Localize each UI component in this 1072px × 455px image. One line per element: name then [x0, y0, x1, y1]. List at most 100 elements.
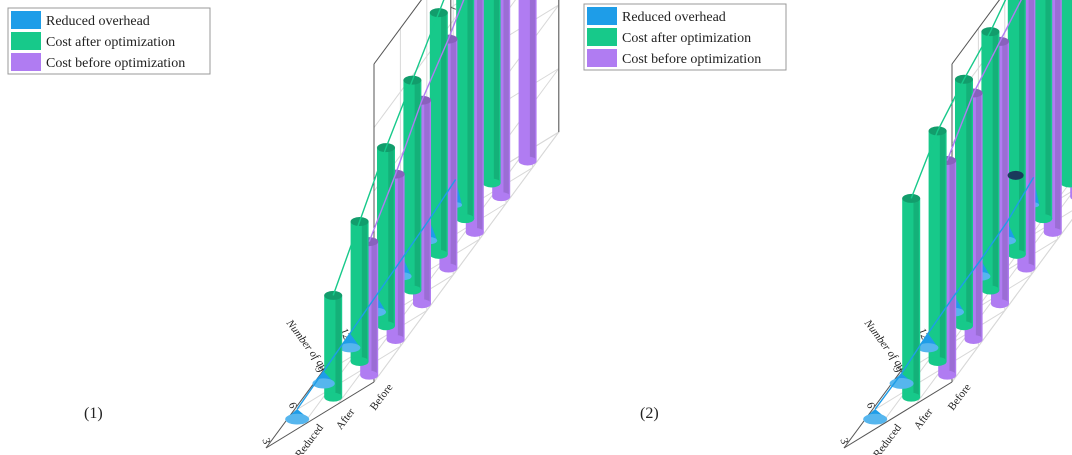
bar-bottom [518, 156, 537, 166]
legend-swatch-reduced [11, 11, 41, 29]
bar-bottom [465, 227, 484, 237]
series-line-before [368, 0, 465, 242]
bar-body [1060, 0, 1072, 183]
bar-shade [503, 0, 509, 197]
legend-swatch-after [11, 32, 41, 50]
cone-base [863, 413, 888, 425]
bar-after-9 [377, 143, 395, 331]
legend-swatch-reduced [587, 7, 617, 25]
cone-reduced-9 [917, 333, 939, 353]
bar-shade [966, 79, 972, 326]
bar-bottom [991, 299, 1009, 309]
bar-bottom [1034, 214, 1053, 224]
bar-after-6 [928, 126, 947, 366]
axis-edge [265, 381, 375, 449]
bar-bottom [439, 263, 458, 273]
bar-bottom [492, 192, 511, 202]
cone-base [889, 378, 914, 389]
bar-shade [335, 295, 341, 398]
bar-bottom [360, 370, 379, 380]
bar-bottom [1017, 263, 1036, 273]
bar-shade [424, 100, 430, 304]
cone-base [339, 343, 361, 353]
bar-bottom [456, 214, 475, 224]
x-tick-label: 9 [312, 365, 325, 375]
grid-line-floor [292, 345, 401, 413]
bar-after-3 [902, 193, 921, 402]
legend-swatch-before [587, 49, 617, 67]
cone-reduced-9 [339, 333, 361, 353]
bar-shade [992, 31, 999, 291]
panel-label: (2) [640, 405, 659, 422]
bar-shade [1002, 41, 1008, 304]
chart-panel-2: 0.00.10.20.30.40.50.60.70.8Overhead36912… [583, 0, 1072, 455]
grid-line-floor [951, 218, 1072, 383]
bar-shade [529, 0, 536, 161]
legend-entry: Cost after optimization [622, 31, 751, 46]
cone-reduced-3 [863, 409, 888, 425]
x-tick-label: 3 [837, 436, 850, 446]
bar-after-18 [1034, 0, 1053, 224]
bar-bottom [955, 321, 973, 331]
bar-shade [397, 174, 404, 340]
series-line-after [332, 0, 445, 296]
chart-panel-1: 0.00.10.20.30.40.5Overhead36912151821Num… [7, 0, 560, 455]
category-label: After [334, 406, 358, 432]
bar-bottom [1043, 227, 1062, 237]
cone-base [285, 413, 310, 425]
category-label: Reduced [293, 422, 326, 455]
bar-after-18 [456, 0, 475, 224]
bar-bottom [1060, 178, 1072, 188]
bar-shade [361, 221, 368, 362]
legend-entry: Cost before optimization [622, 52, 761, 67]
bar-before-21 [518, 0, 537, 166]
bar-bottom [350, 356, 369, 366]
category-label: After [912, 406, 936, 432]
bar-shade [371, 241, 377, 376]
bar-after-15 [1007, 0, 1026, 259]
legend-swatch-after [587, 28, 617, 46]
cone-base [917, 343, 939, 353]
bar-shade [414, 80, 421, 291]
bar-shade [467, 0, 473, 219]
panel-label: (1) [84, 405, 103, 422]
bar-bottom [928, 356, 947, 366]
bar-shade [1028, 0, 1035, 269]
x-tick-label: 6 [286, 401, 299, 411]
cone-reduced-3 [285, 409, 310, 425]
bar-bottom [386, 334, 405, 344]
category-label: Before [368, 382, 396, 413]
series-line-before [946, 0, 1022, 161]
bar-bottom [324, 392, 343, 402]
legend-box [7, 7, 211, 75]
legend-entry: Reduced overhead [622, 10, 726, 25]
bar-shade [975, 93, 982, 340]
category-label: Before [946, 382, 974, 413]
bar-shade [1055, 0, 1061, 233]
grid-line-floor [870, 345, 979, 413]
bar-shade [388, 147, 394, 326]
series-line-reduced [874, 176, 1035, 410]
bar-shade [1019, 0, 1025, 255]
bar-bottom [429, 249, 448, 259]
bar-bottom [964, 334, 983, 344]
bar-shade [493, 0, 500, 183]
legend-entry: Reduced overhead [46, 14, 150, 29]
bar-bottom [902, 392, 921, 402]
x-tick-label: 6 [864, 401, 877, 411]
legend-swatch-before [11, 53, 41, 71]
cone-cap-dark [1007, 170, 1024, 180]
z-tick-mark [450, 6, 456, 10]
bar-after-21 [1060, 0, 1072, 188]
bar-bottom [938, 370, 957, 380]
bar-bottom [413, 299, 431, 309]
series-line-after [910, 0, 1007, 199]
series-line-reduced [296, 179, 457, 410]
bar-shade [441, 12, 447, 255]
bar-bottom [482, 178, 501, 188]
bar-bottom [981, 285, 1000, 295]
bar-shade [1045, 0, 1051, 219]
axis-edge [843, 381, 953, 449]
cone-base [312, 378, 335, 389]
